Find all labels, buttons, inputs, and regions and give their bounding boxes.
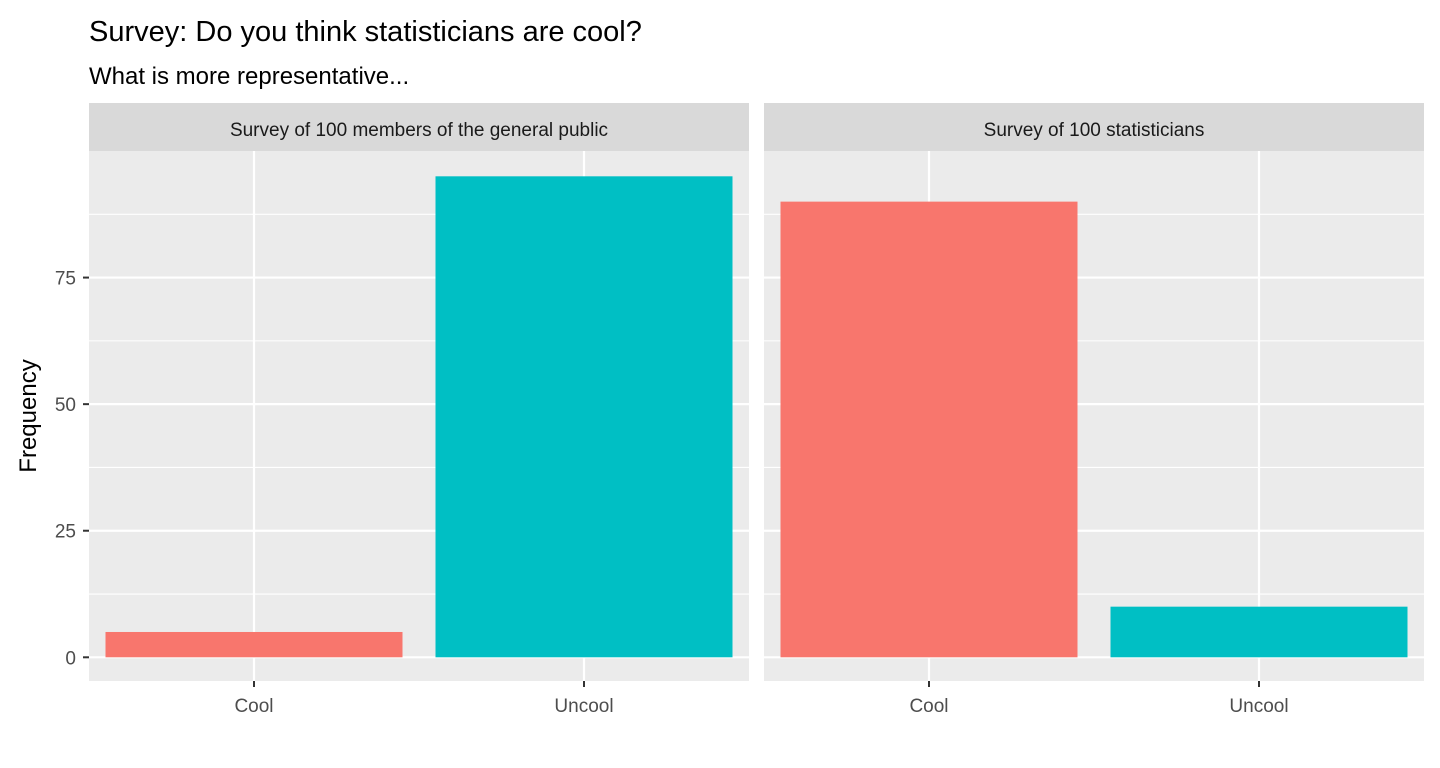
bar-uncool xyxy=(435,176,733,658)
y-axis-title: Frequency xyxy=(15,359,42,472)
y-tick-label: 50 xyxy=(55,395,76,416)
bar-cool xyxy=(780,201,1078,658)
y-tick-label: 25 xyxy=(55,522,76,543)
x-tick-label: Uncool xyxy=(554,696,613,717)
facet-strip xyxy=(89,103,749,151)
y-tick-label: 0 xyxy=(65,648,76,669)
x-tick-label: Cool xyxy=(909,696,948,717)
x-tick-label: Cool xyxy=(234,696,273,717)
facet-panels: Survey of 100 members of the general pub… xyxy=(55,103,1424,717)
chart-subtitle: What is more representative... xyxy=(89,63,409,90)
x-tick-label: Uncool xyxy=(1229,696,1288,717)
y-tick-label: 75 xyxy=(55,269,76,290)
chart-title: Survey: Do you think statisticians are c… xyxy=(89,16,642,48)
facet-strip-label: Survey of 100 members of the general pub… xyxy=(230,120,608,141)
facet-strip-label: Survey of 100 statisticians xyxy=(984,120,1205,141)
bar-cool xyxy=(105,631,403,658)
facet-strip xyxy=(764,103,1424,151)
bar-uncool xyxy=(1110,606,1408,658)
